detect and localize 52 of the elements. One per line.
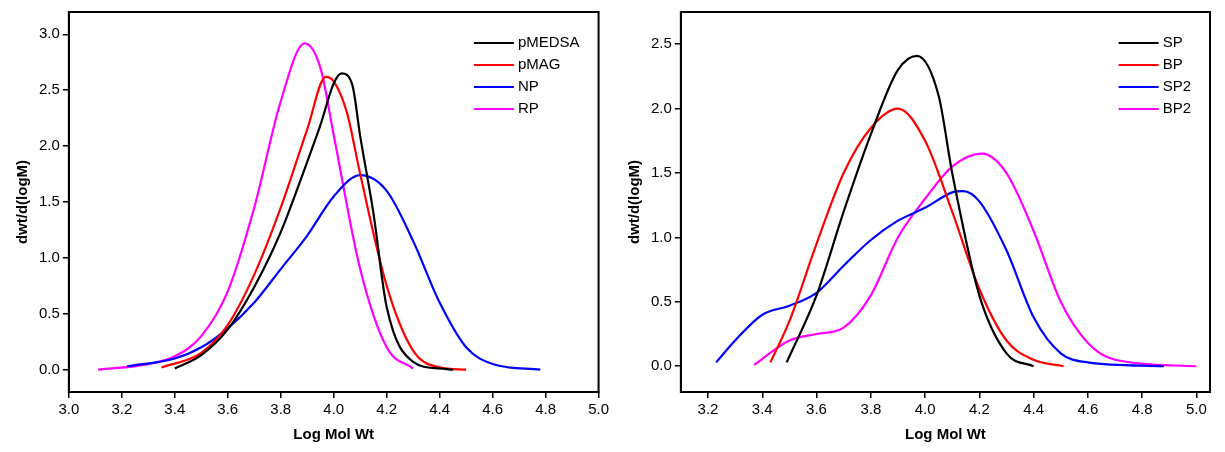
x-tick-label: 4.2	[376, 400, 398, 418]
x-tick-label: 3.6	[806, 400, 827, 418]
x-tick-label: 3.2	[697, 400, 719, 418]
x-tick-label: 3.8	[270, 400, 292, 418]
legend-label: BP2	[1162, 99, 1192, 117]
x-tick-label: 4.8	[535, 400, 557, 418]
y-tick-label: 1.5	[38, 192, 60, 210]
legend-label: RP	[517, 99, 539, 117]
y-tick-label: 0.0	[38, 359, 60, 377]
line-series	[769, 107, 1065, 368]
x-tick-label: 3.6	[217, 400, 239, 418]
y-tick-label: 0.5	[38, 303, 60, 321]
y-axis-title: dwt/d(logM)	[625, 159, 643, 245]
y-tick-label: 2.0	[650, 98, 672, 116]
y-tick-label: 2.5	[650, 34, 672, 52]
legend-label: SP2	[1162, 77, 1192, 95]
y-tick-label: 2.0	[38, 136, 60, 154]
x-tick-label: 3.4	[164, 400, 186, 418]
y-tick-label: 2.5	[38, 80, 60, 98]
x-tick-label: 4.2	[968, 400, 990, 418]
line-series	[96, 42, 415, 371]
y-tick-label: 0.5	[650, 291, 672, 309]
x-tick-label: 3.4	[751, 400, 773, 418]
x-tick-label: 5.0	[1186, 400, 1207, 418]
y-tick-label: 1.0	[650, 227, 672, 245]
y-tick-label: 1.5	[650, 163, 672, 181]
x-axis-title: Log Mol Wt	[293, 425, 375, 443]
legend-label: BP	[1162, 55, 1183, 73]
legend-label: pMAG	[517, 55, 561, 73]
x-axis-title: Log Mol Wt	[905, 425, 986, 443]
line-series	[715, 189, 1165, 368]
line-series	[785, 54, 1035, 368]
x-tick-label: 5.0	[588, 400, 609, 418]
x-tick-label: 4.6	[1077, 400, 1099, 418]
y-tick-label: 3.0	[38, 24, 60, 42]
x-tick-label: 4.0	[914, 400, 936, 418]
x-tick-label: 4.0	[323, 400, 345, 418]
x-tick-label: 3.0	[58, 400, 80, 418]
x-tick-label: 4.8	[1131, 400, 1153, 418]
x-tick-label: 3.2	[111, 400, 133, 418]
legend-label: NP	[517, 77, 539, 95]
legend-label: pMEDSA	[517, 33, 580, 51]
x-tick-label: 3.8	[860, 400, 882, 418]
x-tick-label: 4.6	[482, 400, 504, 418]
x-tick-label: 4.4	[1023, 400, 1045, 418]
y-tick-label: 1.0	[38, 248, 60, 266]
line-series	[126, 174, 542, 371]
x-tick-label: 4.4	[429, 400, 451, 418]
y-axis-title: dwt/d(logM)	[13, 159, 31, 245]
y-tick-label: 0.0	[650, 356, 672, 374]
legend-label: SP	[1162, 33, 1183, 51]
line-series	[753, 152, 1198, 368]
